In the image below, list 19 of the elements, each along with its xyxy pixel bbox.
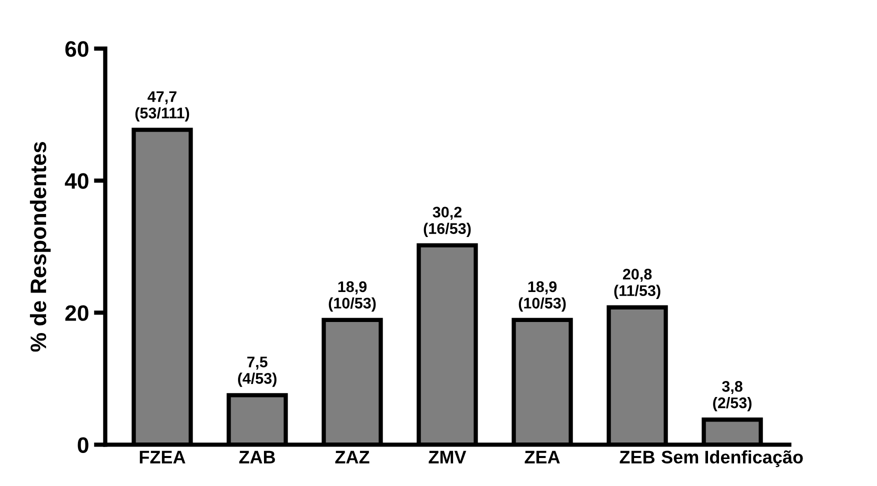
data-label: 47,7 (53/111) [135,91,190,122]
data-label: 3,8 (2/53) [713,380,752,412]
x-tick-label: ZAB [239,450,275,464]
y-tick-label: 40 [64,173,88,189]
data-label: 18,9 (10/53) [328,281,376,312]
data-label: 20,8 (11/53) [614,268,660,300]
y-tick-label: 60 [65,41,88,57]
y-axis-title: % de Respondentes [30,142,51,352]
data-label: 18,9 (10/53) [518,281,566,312]
y-tick-label: 20 [65,305,88,321]
x-tick-label: ZAZ [335,450,370,464]
data-label: 7,5 (4/53) [238,356,276,387]
y-tick-label: 0 [78,437,88,453]
x-tick-label: ZEA [524,450,560,464]
data-label: 30,2 (16/53) [424,206,471,237]
x-tick-label: FZEA [140,450,186,464]
x-tick-label: ZEB [620,450,655,464]
x-tick-label: ZMV [428,450,466,464]
x-tick-label: Sem Idenficação [662,450,803,468]
